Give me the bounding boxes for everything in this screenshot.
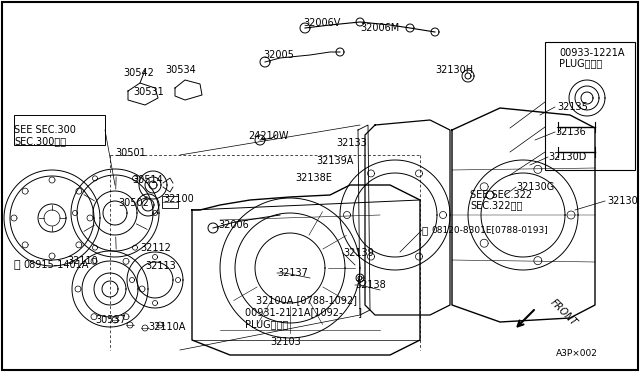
Text: 08915-1401A: 08915-1401A: [23, 260, 88, 270]
Text: 00931-2121A[1092-     ]: 00931-2121A[1092- ]: [245, 307, 362, 317]
Text: PLUGプラグ: PLUGプラグ: [245, 319, 288, 329]
Text: 32006: 32006: [218, 220, 249, 230]
Text: 32133: 32133: [336, 138, 367, 148]
Text: 32006V: 32006V: [303, 18, 340, 28]
Text: 32110A: 32110A: [148, 322, 186, 332]
Text: SEC.300参照: SEC.300参照: [14, 136, 66, 146]
Text: 30537: 30537: [95, 315, 126, 325]
Text: 08120-8301E[0788-0193]: 08120-8301E[0788-0193]: [431, 225, 548, 234]
Text: 32138E: 32138E: [295, 173, 332, 183]
Text: SEE SEC.300: SEE SEC.300: [14, 125, 76, 135]
Text: 32110: 32110: [67, 256, 98, 266]
Text: 32112: 32112: [140, 243, 171, 253]
Text: SEE SEC.322: SEE SEC.322: [470, 190, 532, 200]
Text: 30534: 30534: [165, 65, 196, 75]
Text: 32113: 32113: [145, 261, 176, 271]
Text: FRONT: FRONT: [548, 297, 579, 328]
Text: 32138: 32138: [355, 280, 386, 290]
Text: 32137: 32137: [277, 268, 308, 278]
Text: 32100: 32100: [163, 194, 194, 204]
Text: 00933-1221A: 00933-1221A: [559, 48, 625, 58]
Text: 32005: 32005: [263, 50, 294, 60]
Text: 32130H: 32130H: [435, 65, 473, 75]
Text: PLUGプラグ: PLUGプラグ: [559, 58, 602, 68]
Text: A3P×002: A3P×002: [556, 349, 598, 358]
Text: 30514: 30514: [132, 175, 163, 185]
Text: 30542: 30542: [123, 68, 154, 78]
Text: 24210W: 24210W: [248, 131, 289, 141]
Text: 32130: 32130: [607, 196, 637, 206]
Text: 32139: 32139: [343, 248, 374, 258]
Bar: [162, 196, 178, 208]
Text: Ⓑ: Ⓑ: [422, 225, 428, 235]
Bar: [545, 42, 635, 170]
Text: 30531: 30531: [133, 87, 164, 97]
Text: Ⓥ: Ⓥ: [14, 260, 20, 270]
Text: 32130G: 32130G: [516, 182, 554, 192]
Text: SEC.322参照: SEC.322参照: [470, 200, 522, 210]
Text: 32100A [0788-1092]: 32100A [0788-1092]: [256, 295, 357, 305]
Text: 32006M: 32006M: [360, 23, 399, 33]
Text: 32136: 32136: [555, 127, 586, 137]
Text: 30501: 30501: [115, 148, 146, 158]
Text: 32130D: 32130D: [548, 152, 586, 162]
Bar: [14, 115, 105, 145]
Text: 32103: 32103: [270, 337, 301, 347]
Text: 32139A: 32139A: [316, 156, 353, 166]
Text: 32135: 32135: [557, 102, 588, 112]
Text: 30502: 30502: [118, 198, 149, 208]
